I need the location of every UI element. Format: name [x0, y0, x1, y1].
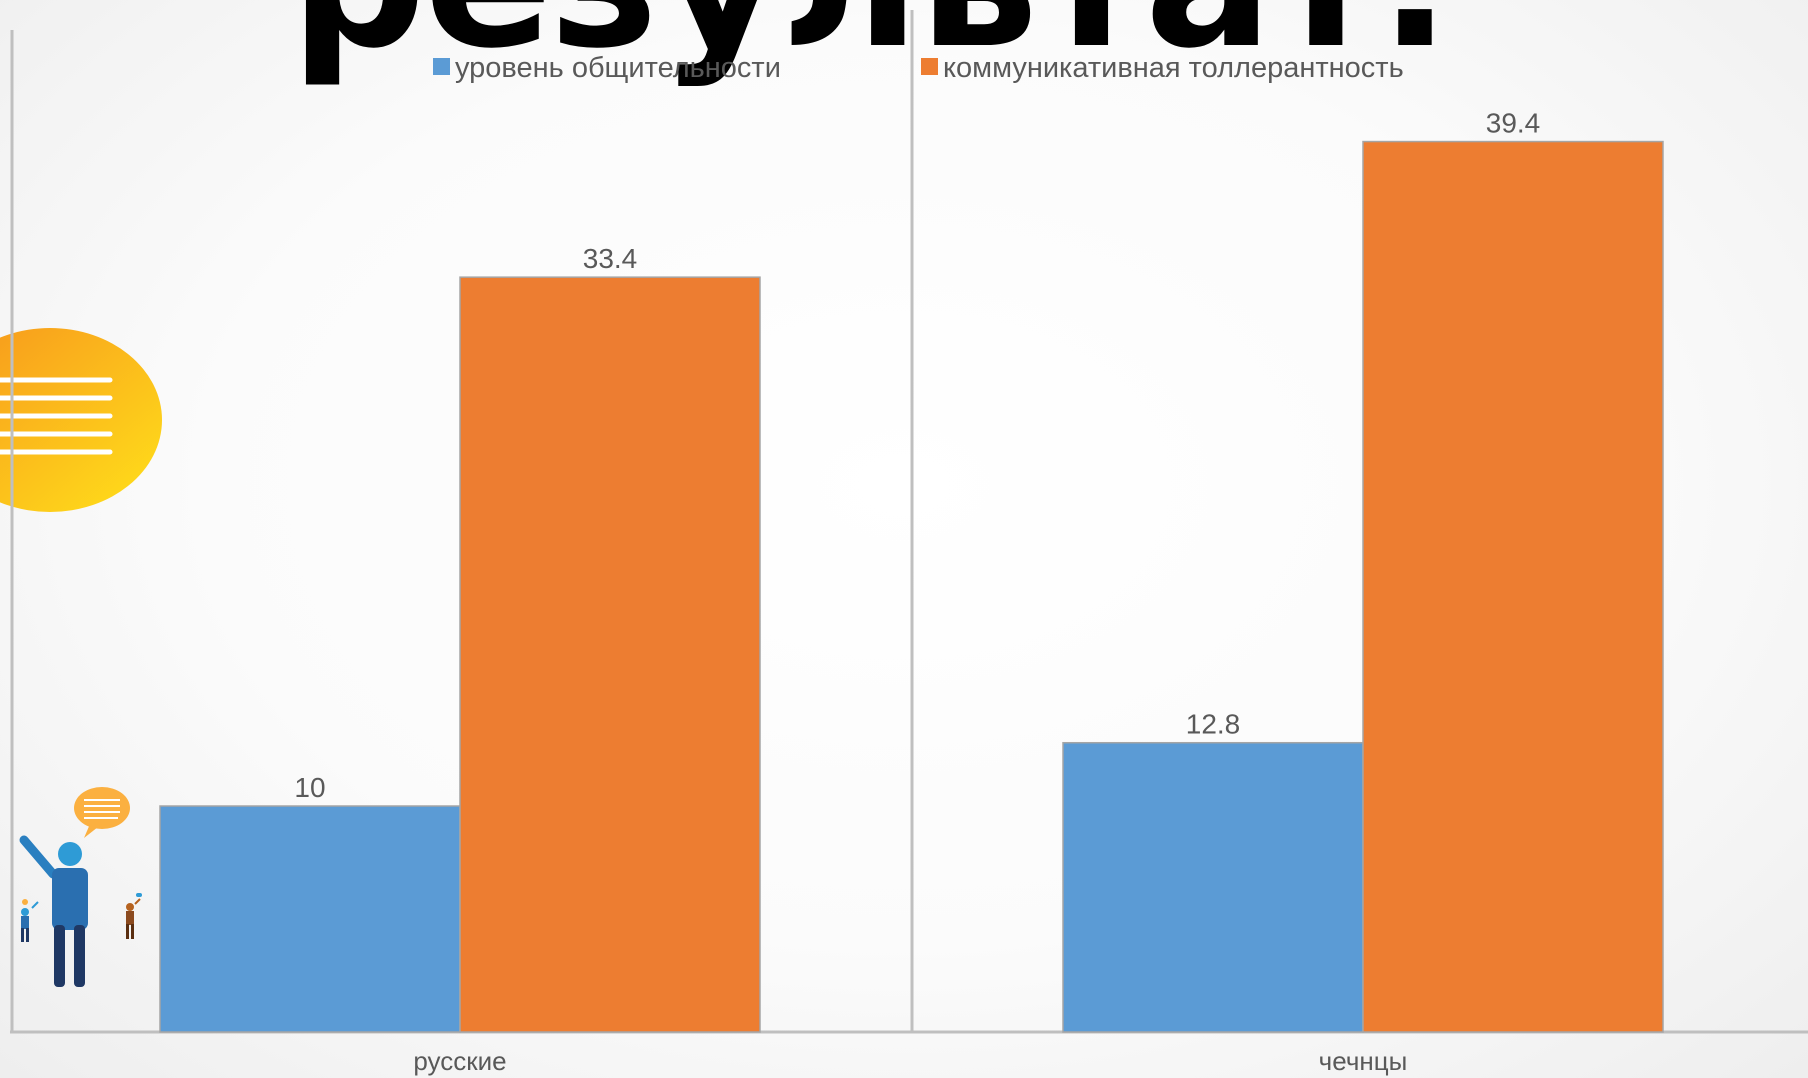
category-label-2: чечнцы [1319, 1046, 1408, 1076]
data-label-1-1: 10 [294, 772, 325, 803]
legend-label-2: коммуникативная толлерантность [943, 52, 1404, 84]
chart-legend: уровень общительности коммуникативная тол… [433, 52, 1404, 84]
legend-swatch-2 [921, 58, 938, 75]
bar-2-1 [460, 277, 760, 1032]
legend-label-1: уровень общительности [455, 52, 781, 84]
category-label-1: русские [413, 1046, 506, 1076]
legend-swatch-1 [433, 58, 450, 75]
data-label-2-2: 39.4 [1486, 108, 1541, 139]
bar-1-1 [160, 806, 460, 1032]
data-label-2-1: 33.4 [583, 243, 638, 274]
data-label-1-2: 12.8 [1186, 709, 1241, 740]
bar-1-2 [1063, 743, 1363, 1032]
bar-2-2 [1363, 142, 1663, 1032]
